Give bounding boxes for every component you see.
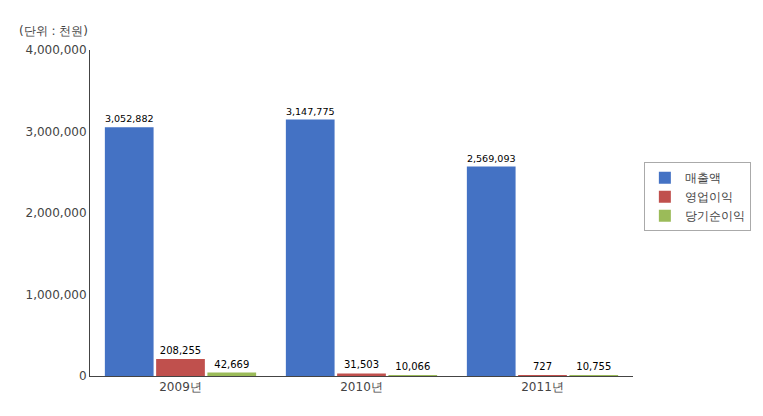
svg-text:2010년: 2010년: [340, 380, 383, 394]
svg-text:3,147,775: 3,147,775: [286, 106, 335, 117]
svg-text:0: 0: [79, 369, 87, 383]
svg-text:727: 727: [533, 361, 552, 372]
svg-text:4,000,000: 4,000,000: [26, 43, 87, 57]
svg-text:31,503: 31,503: [344, 359, 379, 370]
svg-text:3,000,000: 3,000,000: [26, 125, 87, 139]
svg-text:208,255: 208,255: [160, 345, 201, 356]
svg-text:2,000,000: 2,000,000: [26, 206, 87, 220]
svg-text:1,000,000: 1,000,000: [26, 288, 87, 302]
svg-text:2011년: 2011년: [521, 380, 564, 394]
svg-text:3,052,882: 3,052,882: [105, 113, 154, 124]
svg-text:10,755: 10,755: [576, 361, 611, 372]
svg-text:당기순이익: 당기순이익: [685, 209, 745, 223]
svg-text:42,669: 42,669: [214, 359, 249, 370]
svg-text:10,066: 10,066: [395, 361, 430, 372]
svg-text:매출액: 매출액: [685, 171, 721, 185]
svg-text:2009년: 2009년: [159, 380, 202, 394]
svg-text:2,569,093: 2,569,093: [467, 153, 516, 164]
svg-text:영업이익: 영업이익: [685, 190, 733, 204]
svg-text:(단위 : 천원): (단위 : 천원): [19, 24, 88, 38]
